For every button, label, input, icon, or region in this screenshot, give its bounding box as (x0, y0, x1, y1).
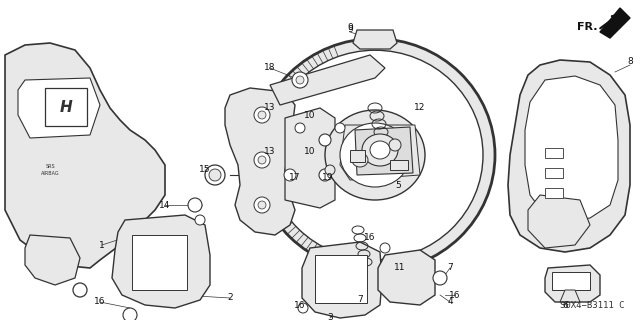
Text: 9: 9 (347, 26, 353, 35)
Ellipse shape (292, 72, 308, 88)
Ellipse shape (258, 111, 266, 119)
Ellipse shape (295, 123, 305, 133)
Bar (390, 160, 408, 170)
Bar (315, 255, 367, 303)
Polygon shape (560, 290, 580, 302)
Polygon shape (525, 76, 618, 222)
Text: 18: 18 (264, 63, 276, 73)
Text: 16: 16 (449, 291, 461, 300)
Text: 1: 1 (99, 241, 105, 250)
Ellipse shape (267, 50, 483, 260)
Text: 8: 8 (627, 58, 633, 67)
Polygon shape (302, 242, 382, 318)
Ellipse shape (254, 152, 270, 168)
Text: 2: 2 (227, 293, 233, 302)
Polygon shape (25, 235, 80, 285)
Polygon shape (600, 8, 630, 38)
Text: 19: 19 (323, 173, 333, 182)
Bar (350, 150, 365, 162)
Text: 13: 13 (264, 148, 276, 156)
Ellipse shape (352, 153, 368, 167)
Bar (545, 168, 563, 178)
Text: 13: 13 (264, 103, 276, 113)
Ellipse shape (362, 134, 398, 166)
Ellipse shape (370, 141, 390, 159)
Bar (545, 188, 563, 198)
Polygon shape (508, 60, 630, 252)
Polygon shape (378, 250, 435, 305)
Ellipse shape (205, 165, 225, 185)
Text: 12: 12 (414, 103, 426, 113)
Polygon shape (340, 125, 420, 180)
Polygon shape (270, 55, 385, 105)
Ellipse shape (123, 308, 137, 320)
Text: 15: 15 (199, 165, 211, 174)
Ellipse shape (284, 169, 296, 181)
Text: 4: 4 (447, 298, 453, 307)
Text: 16: 16 (364, 234, 376, 243)
Ellipse shape (319, 169, 331, 181)
Polygon shape (353, 30, 397, 49)
Ellipse shape (340, 123, 410, 187)
Ellipse shape (209, 169, 221, 181)
Polygon shape (545, 265, 600, 302)
Bar (132, 235, 187, 290)
Text: S0X4−B3111 C: S0X4−B3111 C (561, 301, 625, 310)
Ellipse shape (319, 134, 331, 146)
Ellipse shape (325, 110, 425, 200)
Ellipse shape (296, 76, 304, 84)
Ellipse shape (298, 303, 308, 313)
Text: 14: 14 (159, 201, 171, 210)
Polygon shape (225, 88, 295, 235)
Text: 16: 16 (294, 300, 306, 309)
Text: FR.: FR. (577, 22, 598, 32)
Ellipse shape (255, 39, 495, 271)
Polygon shape (18, 78, 100, 138)
Bar (545, 148, 563, 158)
Text: 10: 10 (304, 110, 316, 119)
Polygon shape (112, 215, 210, 308)
Ellipse shape (325, 165, 335, 175)
Ellipse shape (254, 107, 270, 123)
Text: 6: 6 (562, 300, 568, 309)
Text: H: H (60, 100, 72, 115)
Polygon shape (355, 127, 413, 175)
Text: 5: 5 (395, 180, 401, 189)
Text: 3: 3 (327, 314, 333, 320)
Text: 17: 17 (289, 173, 301, 182)
Ellipse shape (389, 139, 401, 151)
Bar (45, 88, 87, 126)
Ellipse shape (335, 123, 345, 133)
Polygon shape (285, 108, 335, 208)
Polygon shape (528, 195, 590, 248)
Ellipse shape (73, 283, 87, 297)
Ellipse shape (258, 201, 266, 209)
Ellipse shape (258, 156, 266, 164)
Text: 7: 7 (357, 295, 363, 305)
Text: 11: 11 (394, 263, 406, 273)
Text: 16: 16 (94, 298, 106, 307)
Text: SRS
AIRBAG: SRS AIRBAG (41, 164, 60, 176)
Ellipse shape (380, 243, 390, 253)
Text: 7: 7 (447, 263, 453, 273)
Polygon shape (5, 43, 165, 268)
Text: 9: 9 (347, 23, 353, 33)
Ellipse shape (195, 215, 205, 225)
Text: 10: 10 (304, 148, 316, 156)
Ellipse shape (254, 197, 270, 213)
Bar (552, 272, 590, 290)
Ellipse shape (188, 198, 202, 212)
Ellipse shape (433, 271, 447, 285)
